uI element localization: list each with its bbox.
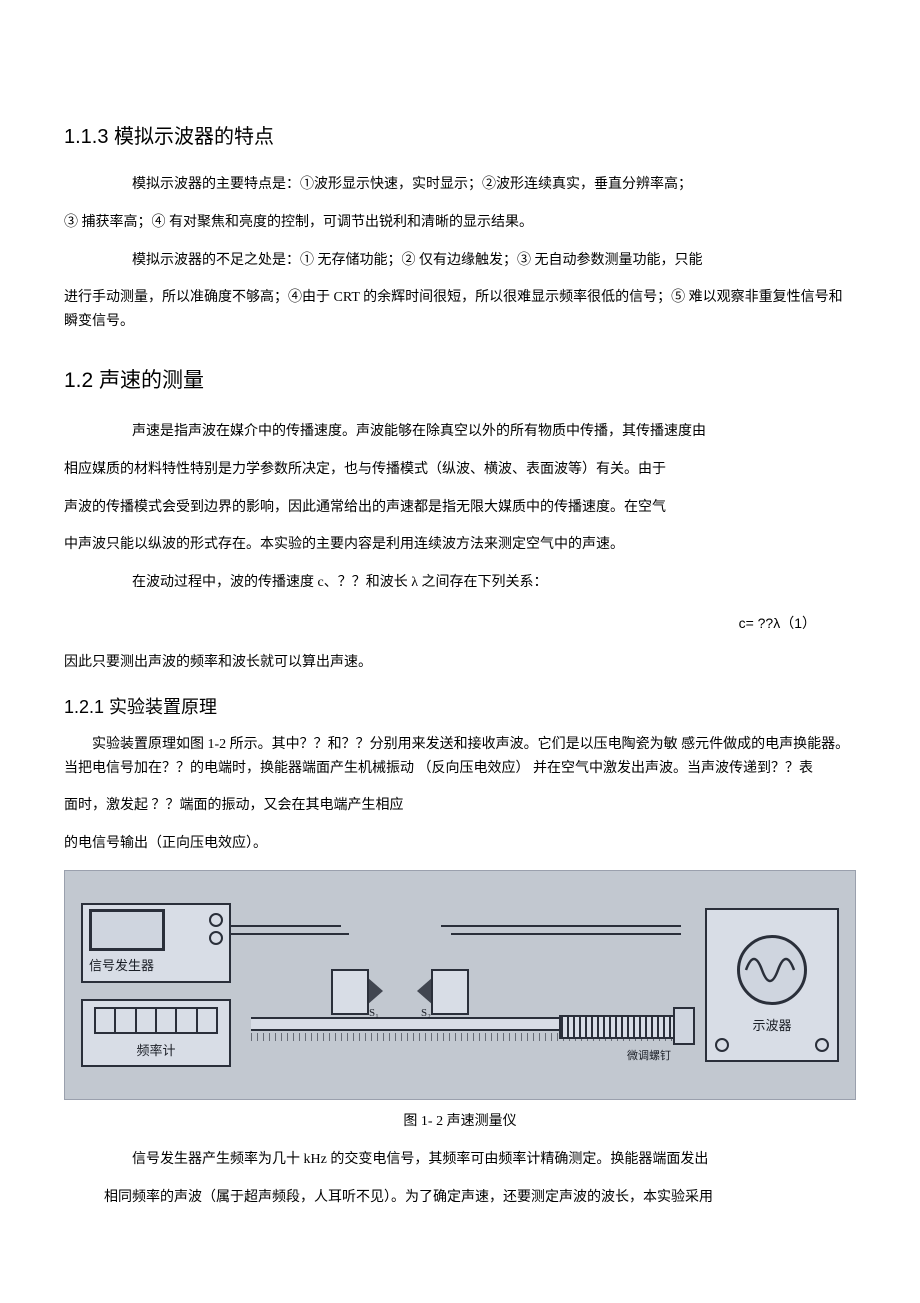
para-12-4: 中声波只能以纵波的形式存在。本实验的主要内容是利用连续波方法来测定空气中的声速。 bbox=[64, 533, 856, 557]
para-121-2: 面时，激发起 ？？端面的振动，又会在其电端产生相应 bbox=[64, 794, 856, 818]
para-12-5: 在波动过程中，波的传播速度 c、？？和波长 λ 之间存在下列关系： bbox=[104, 571, 856, 595]
heading-1-2: 1.2 声速的测量 bbox=[64, 364, 856, 394]
para-113-1: 模拟示波器的主要特点是：①波形显示快速，实时显示；②波形连续真实，垂直分辨率高； bbox=[104, 173, 856, 197]
oscilloscope-label: 示波器 bbox=[752, 1015, 791, 1034]
para-12-2: 相应媒质的材料特性特别是力学参数所决定，也与传播模式（纵波、横波、表面波等）有关… bbox=[64, 458, 856, 482]
para-121-1: 实验装置原理如图 1-2 所示。其中？？和？？分别用来发送和接收声波。它们是以压… bbox=[64, 733, 856, 781]
oscilloscope-box: 示波器 bbox=[705, 908, 839, 1062]
oscilloscope-crt-icon bbox=[737, 935, 807, 1005]
heading-1-1-3: 1.1.3 模拟示波器的特点 bbox=[64, 120, 856, 149]
s1-label: S₁ bbox=[369, 1007, 379, 1019]
figure-1-2: 信号发生器 频率计 S₁ S₂ 微调螺钉 bbox=[64, 870, 856, 1130]
para-after-2: 相同频率的声波（属于超声频段，人耳听不见）。为了确定声速，还要测定声波的波长，本… bbox=[104, 1186, 856, 1210]
signal-generator-box: 信号发生器 bbox=[81, 903, 231, 983]
screw-label: 微调螺钉 bbox=[627, 1047, 671, 1063]
heading-1-2-1: 1.2.1 实验装置原理 bbox=[64, 693, 856, 719]
micrometer-screw bbox=[559, 1015, 683, 1039]
figure-diagram: 信号发生器 频率计 S₁ S₂ 微调螺钉 bbox=[64, 870, 856, 1100]
para-12-1: 声速是指声波在媒介中的传播速度。声波能够在除真空以外的所有物质中传播，其传播速度… bbox=[104, 420, 856, 444]
para-12-6: 因此只要测出声波的频率和波长就可以算出声速。 bbox=[64, 651, 856, 675]
equation-1: c= ??λ（1） bbox=[64, 613, 816, 633]
frequency-counter-label: 频率计 bbox=[136, 1040, 175, 1059]
transducer-s1 bbox=[331, 969, 369, 1015]
transducer-s2 bbox=[431, 969, 469, 1015]
para-121-3: 的电信号输出（正向压电效应）。 bbox=[64, 832, 856, 856]
apparatus-rail: S₁ S₂ 微调螺钉 bbox=[241, 895, 695, 1075]
para-113-2: ③ 捕获率高；④ 有对聚焦和亮度的控制，可调节出锐利和清晰的显示结果。 bbox=[64, 211, 856, 235]
signal-generator-label: 信号发生器 bbox=[89, 955, 154, 974]
para-12-3: 声波的传播模式会受到边界的影响，因此通常给出的声速都是指无限大媒质中的传播速度。… bbox=[64, 496, 856, 520]
para-113-4: 进行手动测量，所以准确度不够高；④由于 CRT 的余辉时间很短，所以很难显示频率… bbox=[64, 286, 856, 334]
frequency-counter-box: 频率计 bbox=[81, 999, 231, 1067]
s2-label: S₂ bbox=[421, 1007, 431, 1019]
figure-caption: 图 1- 2 声速测量仪 bbox=[64, 1110, 856, 1130]
para-after-1: 信号发生器产生频率为几十 kHz 的交变电信号，其频率可由频率计精确测定。换能器… bbox=[104, 1148, 856, 1172]
para-113-3: 模拟示波器的不足之处是：① 无存储功能；② 仅有边缘触发；③ 无自动参数测量功能… bbox=[104, 249, 856, 273]
